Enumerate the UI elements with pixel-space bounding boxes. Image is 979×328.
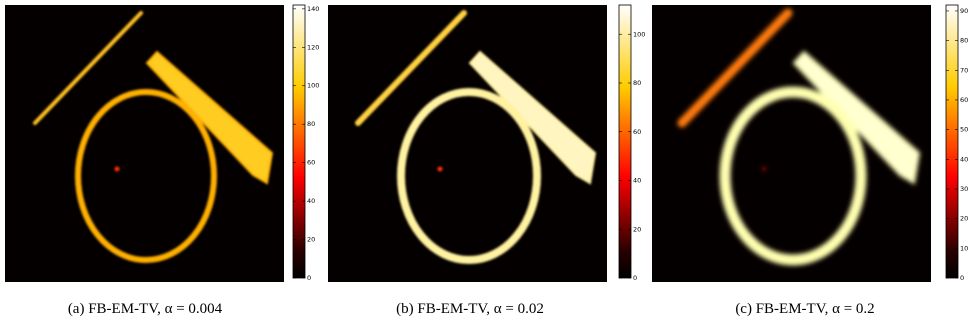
- colorbar-tick-label: 80: [307, 120, 315, 128]
- dot-shape: [762, 167, 767, 172]
- colorbar-tick-label: 40: [960, 155, 968, 163]
- colorbar-tick-label: 120: [307, 43, 319, 51]
- colorbar-tick-label: 20: [960, 215, 968, 223]
- colorbar-tick-label: 50: [960, 126, 968, 134]
- colorbar-tick-label: 140: [307, 5, 319, 13]
- dot-shape: [438, 167, 443, 172]
- colorbar-tick-label: 80: [960, 37, 968, 45]
- caption: (a) FB-EM-TV, α = 0.004: [68, 301, 223, 317]
- colorbar-tick-label: 60: [633, 128, 641, 136]
- colorbar-tick-label: 10: [960, 244, 968, 252]
- colorbar-tick-label: 40: [307, 197, 315, 205]
- colorbar: [946, 5, 958, 278]
- colorbar: [293, 5, 305, 278]
- colorbar-tick-label: 40: [633, 177, 641, 185]
- colorbar-tick-label: 60: [960, 96, 968, 104]
- colorbar-tick-label: 20: [307, 236, 315, 244]
- colorbar-tick-label: 20: [633, 225, 641, 233]
- colorbar-tick-label: 60: [307, 159, 315, 167]
- colorbar-tick-label: 0: [633, 274, 637, 282]
- colorbar-tick-label: 30: [960, 185, 968, 193]
- caption: (b) FB-EM-TV, α = 0.02: [396, 301, 544, 317]
- colorbar-tick-label: 70: [960, 66, 968, 74]
- colorbar-tick-label: 100: [307, 82, 319, 90]
- colorbar-tick-label: 0: [307, 274, 311, 282]
- figure: 020406080100120140(a) FB-EM-TV, α = 0.00…: [0, 0, 979, 328]
- colorbar-tick-label: 80: [633, 79, 641, 87]
- colorbar-tick-label: 100: [633, 30, 645, 38]
- dot-shape: [115, 167, 120, 172]
- colorbar: [619, 5, 631, 278]
- colorbar-tick-label: 0: [960, 274, 964, 282]
- caption: (c) FB-EM-TV, α = 0.2: [735, 301, 874, 317]
- colorbar-tick-label: 90: [960, 7, 968, 15]
